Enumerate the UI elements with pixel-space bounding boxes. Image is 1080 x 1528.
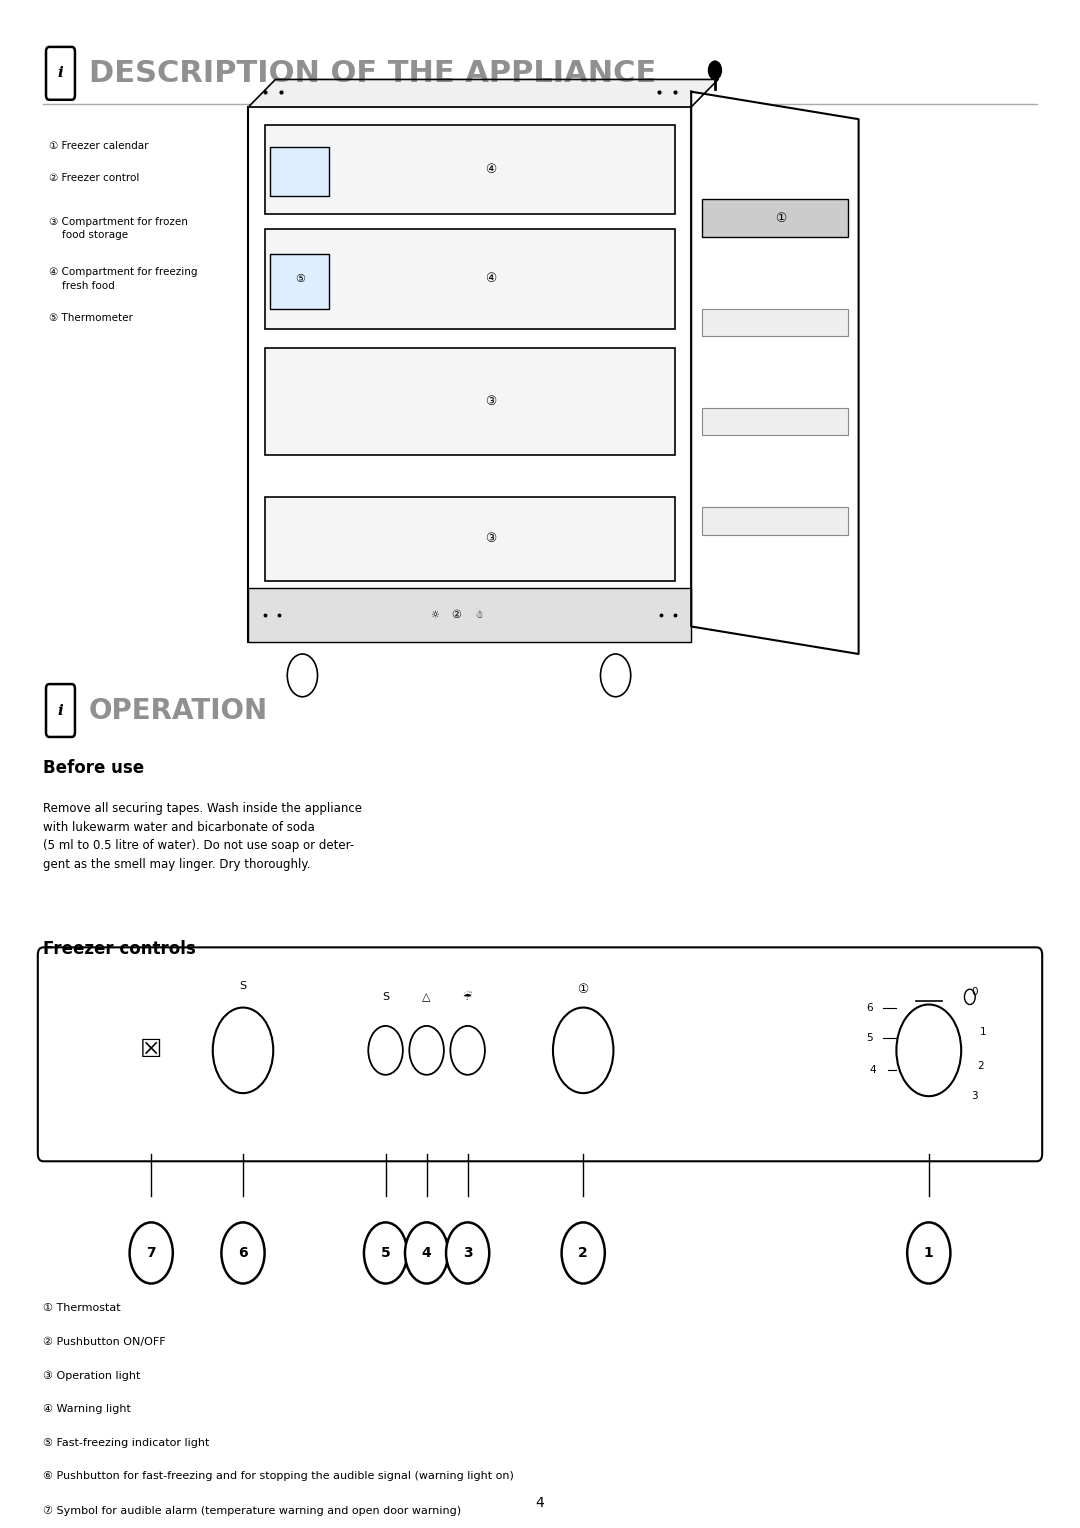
Circle shape [553, 1007, 613, 1093]
Text: 5: 5 [380, 1245, 391, 1261]
Bar [702, 408, 848, 435]
Text: 0: 0 [971, 987, 977, 998]
Text: 5: 5 [866, 1033, 873, 1044]
Text: 6: 6 [239, 1245, 247, 1261]
Text: ③: ③ [485, 532, 496, 545]
Bar [265, 348, 675, 455]
Text: DESCRIPTION OF THE APPLIANCE: DESCRIPTION OF THE APPLIANCE [89, 60, 656, 87]
Text: 1: 1 [980, 1027, 986, 1038]
Text: ⑤ Thermometer: ⑤ Thermometer [49, 313, 133, 324]
Circle shape [405, 1222, 448, 1284]
Text: ② Pushbutton ON/OFF: ② Pushbutton ON/OFF [43, 1337, 166, 1348]
Bar [265, 229, 675, 329]
Bar [270, 254, 329, 309]
Circle shape [708, 61, 721, 79]
Text: 1: 1 [923, 1245, 934, 1261]
Text: ⑦ Symbol for audible alarm (temperature warning and open door warning): ⑦ Symbol for audible alarm (temperature … [43, 1505, 461, 1516]
Circle shape [896, 1004, 961, 1096]
Text: i: i [57, 703, 64, 718]
Bar [248, 588, 691, 642]
Polygon shape [691, 92, 859, 654]
Text: ⑤ Fast-freezing indicator light: ⑤ Fast-freezing indicator light [43, 1438, 210, 1449]
Circle shape [409, 1025, 444, 1074]
Text: ④: ④ [485, 163, 496, 176]
Circle shape [600, 654, 631, 697]
Text: ③ Compartment for frozen
    food storage: ③ Compartment for frozen food storage [49, 217, 188, 240]
Bar [702, 507, 848, 535]
Text: 4: 4 [869, 1065, 876, 1076]
Circle shape [287, 654, 318, 697]
Text: ⑤: ⑤ [295, 274, 306, 284]
Text: 3: 3 [463, 1245, 472, 1261]
Text: S: S [240, 981, 246, 992]
Bar [265, 125, 675, 214]
Text: ①: ① [578, 983, 589, 996]
Text: ① Freezer calendar: ① Freezer calendar [49, 141, 148, 151]
Text: ①: ① [774, 212, 786, 225]
Bar [270, 147, 329, 196]
Text: ④ Warning light: ④ Warning light [43, 1404, 131, 1415]
Text: Before use: Before use [43, 759, 145, 778]
Text: ☃: ☃ [474, 610, 483, 620]
Text: ② Freezer control: ② Freezer control [49, 173, 139, 183]
Circle shape [130, 1222, 173, 1284]
Text: S: S [382, 992, 389, 1002]
Text: ☔: ☔ [463, 992, 472, 1002]
Text: 6: 6 [866, 1002, 873, 1013]
Text: OPERATION: OPERATION [89, 697, 268, 724]
FancyBboxPatch shape [38, 947, 1042, 1161]
Circle shape [446, 1222, 489, 1284]
Text: Freezer controls: Freezer controls [43, 940, 195, 958]
Text: Remove all securing tapes. Wash inside the appliance
with lukewarm water and bic: Remove all securing tapes. Wash inside t… [43, 802, 362, 871]
Circle shape [368, 1025, 403, 1074]
Circle shape [964, 989, 975, 1004]
Text: 4: 4 [536, 1496, 544, 1510]
Circle shape [221, 1222, 265, 1284]
Bar [702, 309, 848, 336]
Text: ☼: ☼ [430, 610, 438, 620]
Circle shape [562, 1222, 605, 1284]
Text: ④: ④ [485, 272, 496, 286]
Text: ③ Operation light: ③ Operation light [43, 1371, 140, 1381]
Text: 3: 3 [971, 1091, 977, 1102]
FancyBboxPatch shape [46, 685, 75, 736]
Text: ☒: ☒ [140, 1039, 162, 1062]
Text: 4: 4 [421, 1245, 432, 1261]
Bar [248, 107, 691, 642]
Text: i: i [57, 66, 64, 81]
Circle shape [213, 1007, 273, 1093]
Circle shape [450, 1025, 485, 1074]
Circle shape [907, 1222, 950, 1284]
Bar [702, 199, 848, 237]
Text: ① Thermostat: ① Thermostat [43, 1303, 121, 1314]
Bar [265, 497, 675, 581]
Text: ②: ② [451, 610, 461, 620]
Text: ④ Compartment for freezing
    fresh food: ④ Compartment for freezing fresh food [49, 267, 197, 290]
FancyBboxPatch shape [46, 47, 75, 99]
Text: ⑥ Pushbutton for fast-freezing and for stopping the audible signal (warning ligh: ⑥ Pushbutton for fast-freezing and for s… [43, 1471, 514, 1482]
Polygon shape [248, 79, 718, 107]
Text: ③: ③ [485, 396, 496, 408]
Text: 7: 7 [147, 1245, 156, 1261]
Text: △: △ [422, 992, 431, 1002]
Text: 2: 2 [977, 1060, 984, 1071]
Circle shape [364, 1222, 407, 1284]
Text: 2: 2 [578, 1245, 589, 1261]
